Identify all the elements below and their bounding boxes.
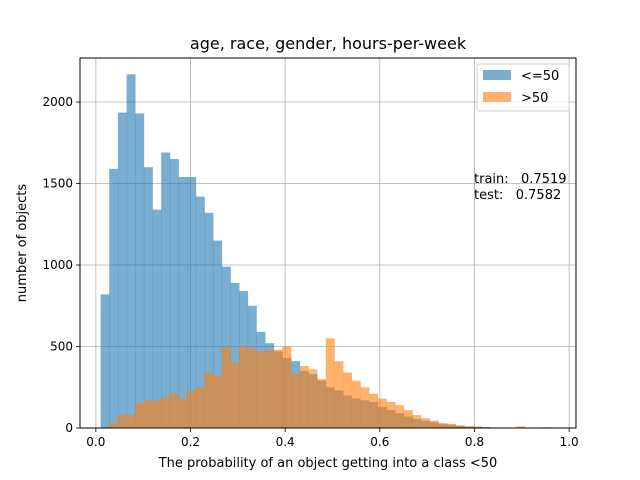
y-axis-label: number of objects [15,184,30,303]
bar-le50 [213,240,223,428]
bar-le50 [143,167,153,429]
bar-gt50 [230,362,240,428]
bar-gt50 [178,398,188,428]
bar-le50 [100,294,110,428]
bar-gt50 [247,348,257,428]
bar-gt50 [317,379,327,428]
x-axis-ticks: 0.0 0.2 0.4 0.6 0.8 1.0 [86,428,579,449]
bar-le50 [135,113,145,428]
x-tick-label: 0.2 [181,435,200,449]
y-tick-label: 500 [50,340,73,354]
x-tick-label: 0.4 [276,435,295,449]
bar-gt50 [282,346,292,428]
bar-le50 [109,168,119,428]
bar-gt50 [403,410,413,428]
plot-frame [79,57,577,429]
x-tick-label: 1.0 [560,435,579,449]
bar-gt50 [438,423,448,428]
bar-gt50 [334,361,344,428]
x-tick-label: 0.0 [86,435,105,449]
x-axis-label: The probability of an object getting int… [158,456,498,471]
y-tick-label: 1000 [42,258,73,272]
bar-gt50 [369,393,379,428]
bar-gt50 [325,338,335,428]
bar-le50 [161,152,171,428]
legend-label-le50: <=50 [521,69,559,84]
bar-gt50 [473,426,482,428]
bar-gt50 [455,425,465,428]
bar-gt50 [516,426,526,428]
bar-gt50 [126,414,136,428]
bar-gt50 [447,423,456,428]
bar-le50 [178,176,188,428]
x-tick-label: 0.8 [465,435,484,449]
bar-gt50 [299,366,309,428]
bar-gt50 [343,372,353,428]
bar-le50 [117,112,127,429]
x-tick-label: 0.6 [370,435,389,449]
legend-label-gt50: >50 [521,91,548,106]
bar-gt50 [204,372,214,428]
bar-gt50 [239,346,249,428]
y-tick-label: 2000 [42,95,73,109]
bar-gt50 [161,397,171,428]
bar-gt50 [152,400,162,428]
chart-title: age, race, gender, hours-per-week [190,34,467,53]
legend-swatch-le50 [483,70,511,80]
y-tick-label: 1500 [42,177,73,191]
bar-gt50 [187,390,197,428]
bar-le50 [187,176,197,428]
bar-gt50 [109,423,119,428]
bar-le50 [152,209,162,428]
bar-le50 [169,159,179,429]
y-tick-label: 0 [65,421,73,435]
bar-gt50 [265,349,275,428]
legend: <=50 >50 [476,63,570,112]
bar-gt50 [221,346,231,428]
train-score-annotation: train: 0.7519 [474,172,567,187]
bar-le50 [126,74,136,428]
bar-gt50 [412,414,422,428]
bar-gt50 [464,426,474,428]
bar-gt50 [351,380,361,428]
series-gt50-bars [109,338,552,428]
bar-le50 [204,212,214,428]
bar-gt50 [213,375,223,428]
bar-gt50 [377,398,387,428]
y-axis-ticks: 0 500 1000 1500 2000 [42,95,80,435]
bar-gt50 [143,400,153,428]
test-score-annotation: test: 0.7582 [474,188,561,203]
bar-gt50 [308,369,318,428]
legend-swatch-gt50 [483,92,511,102]
bar-gt50 [135,403,145,428]
bar-gt50 [117,414,127,428]
bar-gt50 [256,351,266,428]
bar-gt50 [360,387,370,428]
bar-gt50 [421,418,431,428]
bar-gt50 [273,349,283,428]
bar-gt50 [195,387,205,428]
bar-gt50 [395,405,405,428]
bar-le50 [195,196,205,428]
bar-gt50 [386,401,396,428]
bar-gt50 [291,374,301,428]
bar-gt50 [429,420,439,428]
bar-gt50 [169,393,179,428]
bar-le50 [230,282,240,428]
